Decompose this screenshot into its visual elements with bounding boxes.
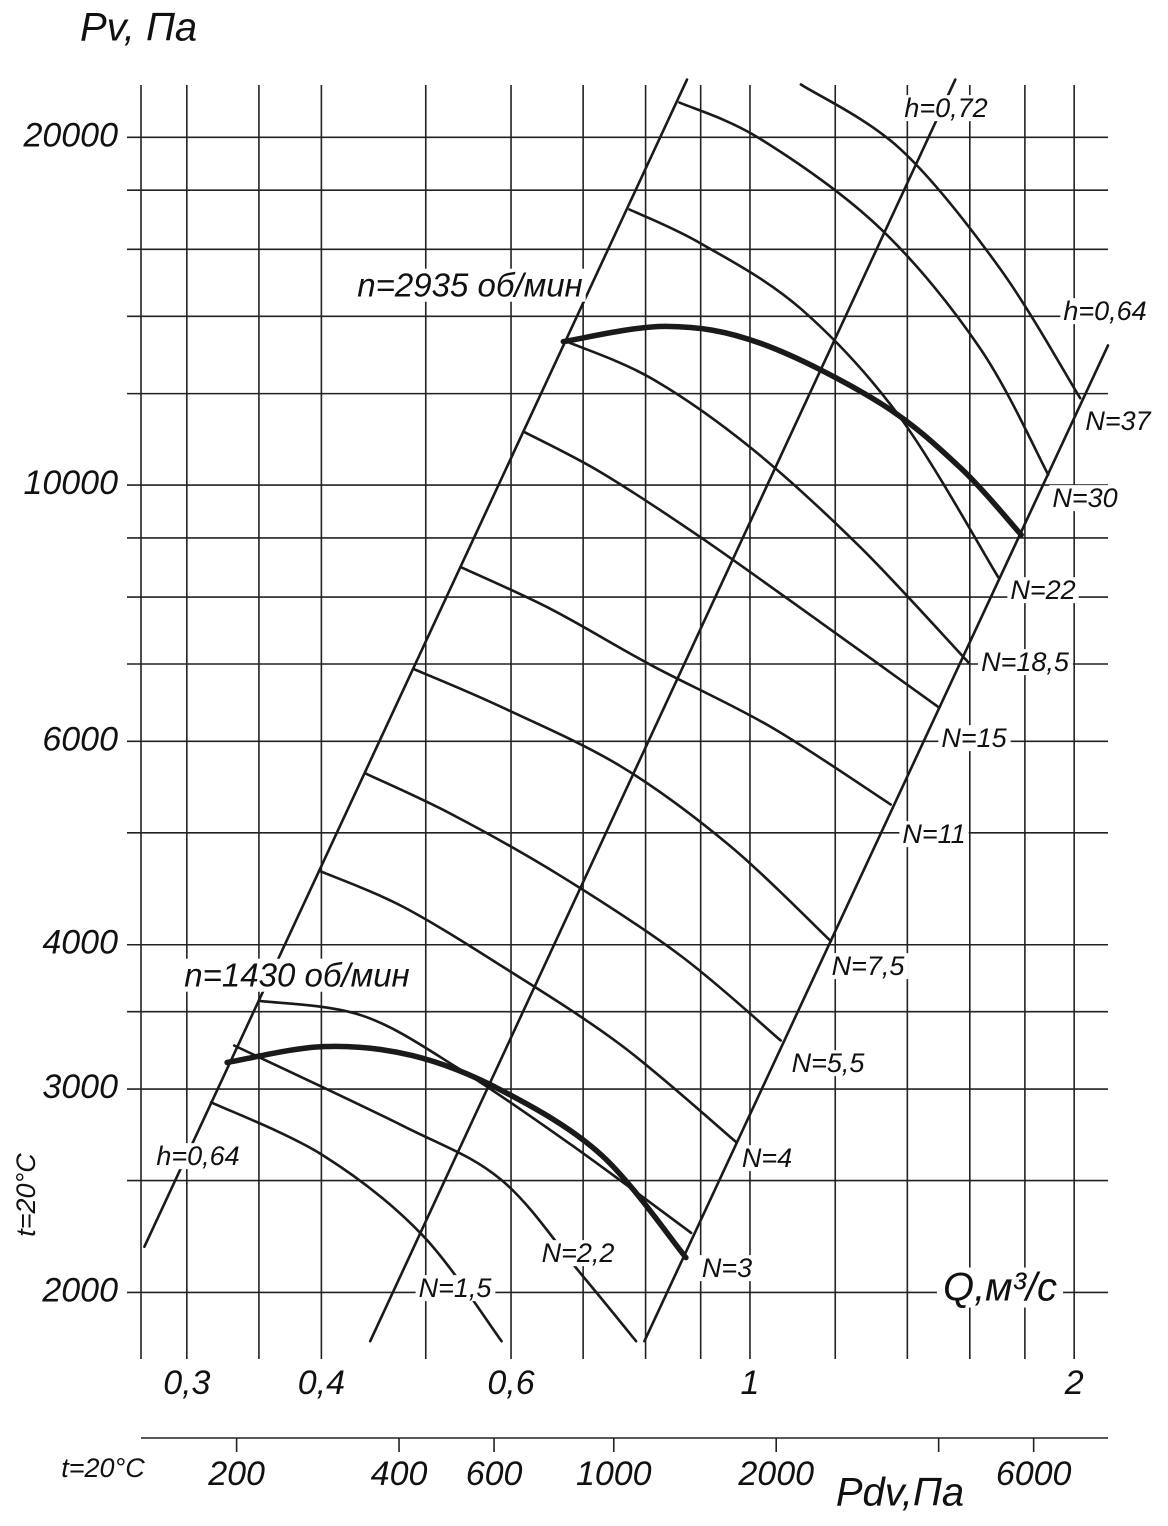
series-label-background: [899, 821, 969, 848]
curve: [643, 344, 1110, 1343]
series-label-background: [1007, 577, 1079, 604]
series-label-background: [1060, 298, 1150, 325]
curve: [143, 78, 689, 1248]
x2-tick-label: 2000: [737, 1455, 814, 1493]
x-tick-label: 0,6: [487, 1364, 534, 1402]
curve: [678, 101, 1050, 476]
series-label: N=11: [902, 819, 965, 849]
series-label: N=18,5: [981, 647, 1070, 677]
series-label: N=2,2: [542, 1238, 615, 1268]
x-axis-label: Q,м³/с: [943, 1266, 1057, 1310]
series-label: N=3: [702, 1253, 752, 1283]
series-label-background: [354, 268, 586, 302]
series-label-background: [415, 1275, 496, 1302]
series-label-background: [698, 1255, 756, 1282]
curve: [560, 323, 1024, 538]
curve: [460, 566, 892, 806]
y-tick-label: 4000: [42, 924, 118, 962]
curve: [364, 772, 782, 1042]
series-label-background: [788, 1050, 869, 1077]
series-label-background: [181, 958, 413, 992]
series-label: N=5,5: [792, 1048, 866, 1078]
series-label: N=37: [1085, 406, 1151, 436]
curve: [413, 668, 833, 943]
x-tick-label: 2: [1064, 1364, 1084, 1402]
series-label: h=0,64: [1063, 296, 1146, 326]
series-label: h=0,72: [904, 93, 987, 123]
curve: [565, 340, 970, 664]
y-axis-label: Pv, Па: [80, 6, 197, 50]
series-label-background: [538, 1240, 618, 1267]
x-axis-label-background: [936, 1267, 1064, 1308]
series-label: N=4: [742, 1143, 792, 1173]
x-tick-label: 0,4: [298, 1364, 345, 1402]
series-label-background: [1049, 485, 1121, 512]
curves: [143, 78, 1110, 1343]
curve: [232, 1044, 638, 1343]
x2-axis-label: Pdv,Па: [836, 1471, 964, 1515]
y-tick-label: 2000: [41, 1271, 118, 1309]
x-tick-label: 0,3: [163, 1364, 210, 1402]
grid: 2000 3000 4000 6000 10000 20000 0,3 0,4 0,6 1 2 200…: [22, 85, 1108, 1493]
series-label: N=15: [941, 723, 1007, 753]
x2-tick-label: 200: [207, 1455, 265, 1493]
series-label: N=22: [1010, 575, 1075, 605]
y-tick-label: 20000: [22, 116, 118, 154]
curve: [224, 1043, 689, 1261]
curve: [799, 83, 1082, 400]
x2-tick-label: 1000: [576, 1455, 652, 1493]
x2-side-label: t=20°C: [61, 1453, 145, 1483]
series-label: N=7,5: [832, 951, 906, 981]
y-side-label: t=20°C: [11, 1153, 41, 1237]
labels: h=0,64 h=0,72 h=0,64 N=37 N=30 n=2935 об/мин N…: [153, 93, 1155, 1310]
series-label-background: [738, 1145, 796, 1172]
x2-tick-label: 400: [371, 1455, 428, 1493]
y-tick-label: 6000: [42, 720, 118, 758]
x2-tick-label: 6000: [996, 1455, 1072, 1493]
series-label: n=1430 об/мин: [184, 957, 409, 994]
curve: [628, 208, 1000, 579]
series-label-background: [1082, 408, 1155, 435]
curve: [209, 1101, 503, 1343]
y-tick-label: 10000: [23, 464, 118, 502]
series-label: h=0,64: [156, 1141, 239, 1171]
series-label-background: [153, 1143, 243, 1170]
series-label: n=2935 об/мин: [357, 267, 582, 304]
x-tick-label: 1: [741, 1364, 760, 1402]
series-label: N=1,5: [419, 1273, 493, 1303]
curve: [523, 431, 940, 709]
series-label-background: [938, 725, 1011, 752]
series-label-background: [901, 95, 991, 122]
curve: [318, 869, 738, 1144]
x2-tick-label: 600: [466, 1455, 523, 1493]
series-label-background: [828, 953, 909, 980]
y-tick-label: 3000: [42, 1068, 118, 1106]
curve: [368, 78, 957, 1343]
series-label: N=30: [1052, 483, 1117, 513]
series-label-background: [978, 649, 1073, 676]
